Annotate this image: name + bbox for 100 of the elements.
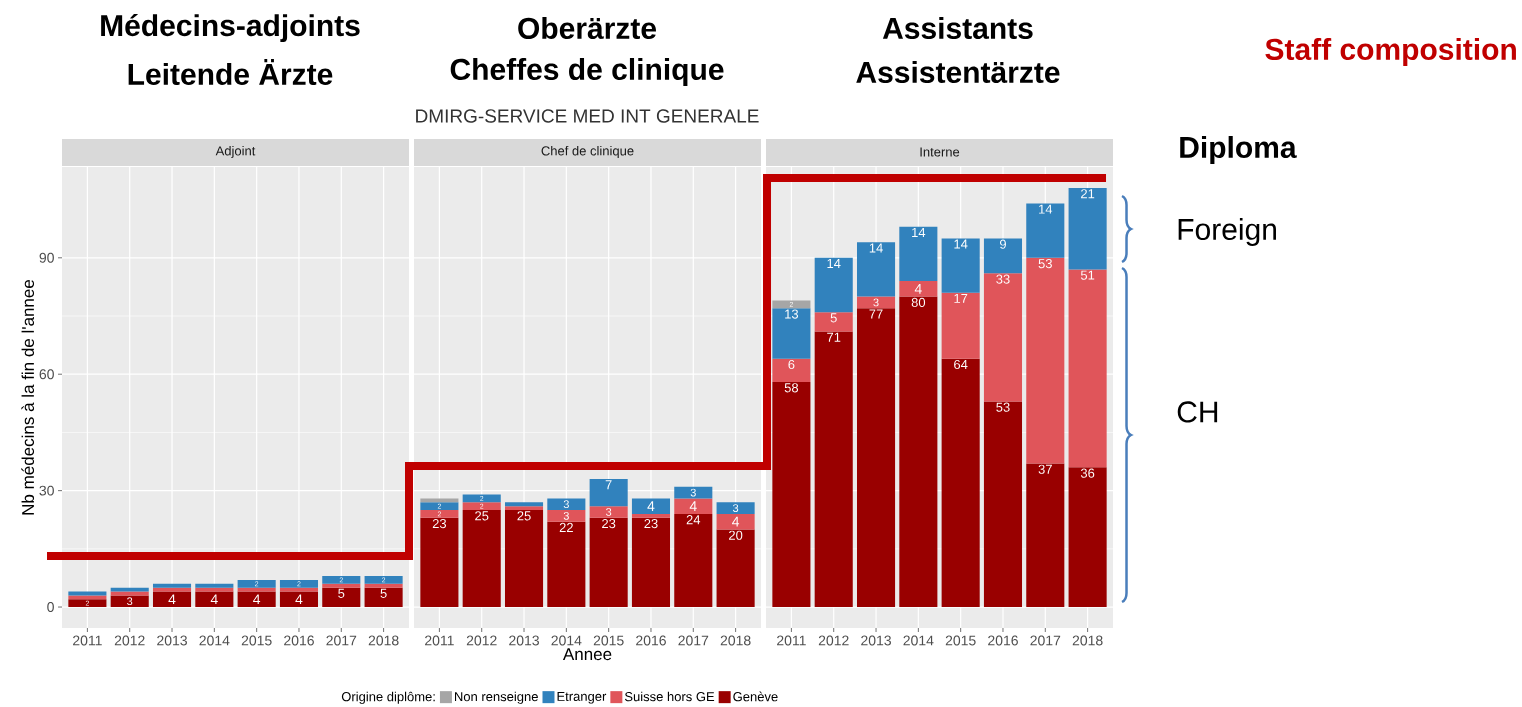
x-tick-label: 2013 xyxy=(861,635,891,646)
bar xyxy=(899,281,938,297)
bar xyxy=(856,242,896,297)
bar xyxy=(983,238,1023,274)
bar xyxy=(504,502,544,507)
chart-subtitle: Interne xyxy=(920,147,960,157)
text: Diploma xyxy=(1180,136,1297,164)
data-label: 5 xyxy=(830,313,837,323)
data-label: 4 xyxy=(295,594,303,605)
data-label: 77 xyxy=(869,309,883,319)
x-tick-label: 2017 xyxy=(678,635,709,646)
bar xyxy=(589,506,628,518)
x-tick-label: 2016 xyxy=(284,635,314,646)
bar xyxy=(716,502,755,514)
legend-label: Etranger xyxy=(557,691,607,704)
y-tick-label: 30 xyxy=(39,485,54,496)
bar xyxy=(1068,467,1107,608)
chart-subtitle: Adjoint xyxy=(215,145,256,159)
bar xyxy=(420,517,459,608)
y-tick-label: 0 xyxy=(47,602,54,612)
data-label: 25 xyxy=(517,511,531,521)
data-label: 3 xyxy=(127,597,133,606)
data-label: 9 xyxy=(999,239,1006,249)
x-tick-label: 2018 xyxy=(1072,635,1103,646)
bar xyxy=(814,312,853,332)
bar xyxy=(1068,269,1107,468)
bar xyxy=(941,292,980,359)
bar xyxy=(420,498,459,503)
bar xyxy=(547,521,586,608)
data-label: 21 xyxy=(1081,189,1095,199)
text: Staff composition xyxy=(1265,38,1516,66)
data-label: 64 xyxy=(954,359,968,370)
bar xyxy=(462,510,501,608)
text: CH xyxy=(1177,401,1218,423)
bar xyxy=(899,226,938,282)
data-label: 5 xyxy=(380,588,387,598)
x-tick-label: 2011 xyxy=(777,635,806,646)
data-label: 3 xyxy=(563,511,569,520)
bar xyxy=(504,510,544,608)
data-label: 25 xyxy=(475,511,489,521)
y-axis-title: Nb médecins à la fin de l'annee xyxy=(21,279,35,515)
bar xyxy=(674,513,713,608)
data-label: 14 xyxy=(954,239,968,249)
text: Leitende Ärzte xyxy=(128,59,333,85)
x-tick-label: 2015 xyxy=(241,635,272,646)
text: Médecins-adjoints xyxy=(101,13,360,43)
data-label: 23 xyxy=(644,518,658,529)
data-label: 23 xyxy=(432,518,447,529)
text: DMIRG-SERVICE MED INT GENERALE xyxy=(416,109,759,123)
x-tick-label: 2011 xyxy=(73,635,102,646)
x-tick-label: 2014 xyxy=(199,635,230,646)
y-tick-label: 60 xyxy=(39,369,54,380)
data-label: 37 xyxy=(1038,464,1052,474)
bar xyxy=(1026,463,1065,608)
data-label: 58 xyxy=(784,383,799,393)
data-label: 17 xyxy=(954,293,968,303)
data-label: 23 xyxy=(602,518,616,529)
bar xyxy=(716,529,755,608)
bar xyxy=(504,506,544,511)
legend-label: Genève xyxy=(733,691,778,702)
text: Foreign xyxy=(1178,218,1276,246)
x-tick-label: 2014 xyxy=(903,635,934,646)
data-label: 80 xyxy=(911,297,926,308)
x-tick-label: 2012 xyxy=(818,635,849,646)
text: Cheffes de clinique xyxy=(450,58,724,86)
x-tick-label: 2017 xyxy=(326,635,357,646)
data-label: 5 xyxy=(338,588,345,598)
text: Assistentärzte xyxy=(856,60,1060,84)
data-label: 3 xyxy=(563,500,569,509)
data-label: 7 xyxy=(605,480,612,490)
bar xyxy=(420,502,459,511)
data-label: 14 xyxy=(827,259,841,268)
data-label: 4 xyxy=(168,594,176,605)
data-label: 22 xyxy=(559,522,573,532)
bar xyxy=(420,510,459,518)
data-label: 33 xyxy=(996,274,1010,284)
bar xyxy=(589,517,628,608)
bar xyxy=(674,498,713,514)
bar xyxy=(899,296,938,608)
bar xyxy=(631,513,671,518)
bar xyxy=(856,308,896,608)
x-tick-label: 2013 xyxy=(509,635,539,646)
bar xyxy=(1068,187,1107,270)
bar xyxy=(547,510,586,522)
data-label: 14 xyxy=(912,227,926,237)
bar xyxy=(547,498,586,511)
data-label: 51 xyxy=(1080,270,1095,280)
data-label: 3 xyxy=(690,488,696,497)
x-tick-label: 2013 xyxy=(157,635,187,646)
x-tick-label: 2015 xyxy=(593,635,624,646)
x-tick-label: 2015 xyxy=(945,635,976,646)
bar xyxy=(674,486,713,499)
data-label: 4 xyxy=(647,501,655,511)
bar xyxy=(772,308,811,359)
bar xyxy=(772,381,811,608)
x-tick-label: 2018 xyxy=(720,635,751,646)
bar xyxy=(716,513,755,530)
data-label: 4 xyxy=(253,594,261,605)
y-tick-label: 90 xyxy=(39,252,54,263)
text: Assistants xyxy=(882,16,1033,40)
